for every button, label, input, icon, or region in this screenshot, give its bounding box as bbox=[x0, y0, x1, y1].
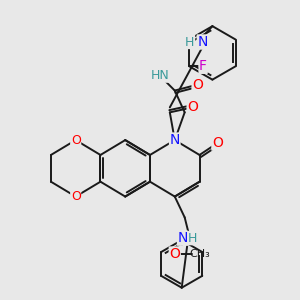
Text: O: O bbox=[71, 134, 81, 147]
Text: O: O bbox=[169, 247, 180, 261]
Text: H: H bbox=[185, 35, 195, 49]
Text: O: O bbox=[192, 78, 203, 92]
Text: O: O bbox=[71, 190, 81, 203]
Text: N: N bbox=[169, 133, 180, 147]
Text: O: O bbox=[212, 136, 223, 150]
Text: O: O bbox=[187, 100, 198, 114]
Text: CH₃: CH₃ bbox=[189, 249, 210, 259]
Text: H: H bbox=[188, 232, 197, 245]
Text: N: N bbox=[178, 231, 188, 245]
Text: N: N bbox=[197, 35, 208, 49]
Text: HN: HN bbox=[151, 69, 169, 82]
Text: F: F bbox=[199, 59, 207, 73]
